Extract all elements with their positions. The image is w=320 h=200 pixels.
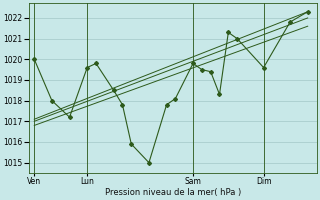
X-axis label: Pression niveau de la mer( hPa ): Pression niveau de la mer( hPa ) — [105, 188, 241, 197]
